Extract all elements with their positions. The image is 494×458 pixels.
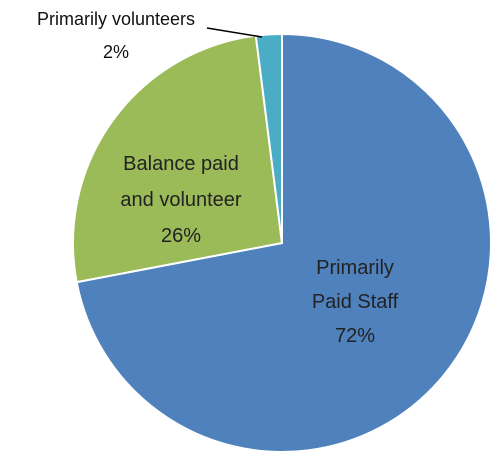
slice-label-value-outside: 2% xyxy=(103,42,129,62)
slice-label-name-line-2: Paid Staff xyxy=(312,291,399,313)
slice-label-name-line-2: and volunteer xyxy=(120,189,242,211)
slice-label-value: 72% xyxy=(335,325,375,347)
slice-label-value: 26% xyxy=(161,225,201,247)
pie-slices xyxy=(72,32,492,453)
slice-label-name-outside: Primarily volunteers xyxy=(37,9,195,29)
pie-slice-balance-paid-and-volunteer xyxy=(72,34,284,284)
leader-line-primarily-volunteers xyxy=(206,27,263,38)
slice-label-name-line-1: Balance paid xyxy=(123,153,239,175)
slice-label-name-line-1: Primarily xyxy=(316,257,394,279)
pie-slice-primarily-paid-staff xyxy=(75,32,492,453)
